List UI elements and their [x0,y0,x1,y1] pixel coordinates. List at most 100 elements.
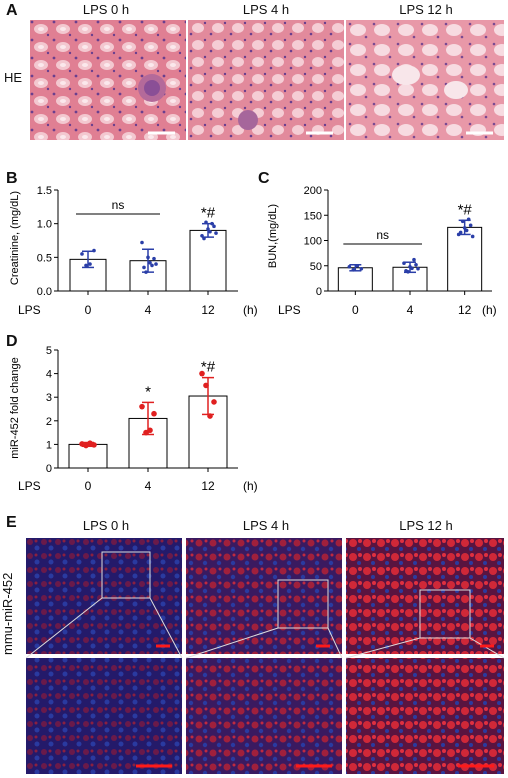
y-tick-label: 5 [46,345,52,357]
x-tick-label: 0 [85,303,92,317]
y-tick-label: 4 [46,369,52,381]
data-point [466,217,471,222]
data-point [408,264,412,269]
data-point [150,263,154,268]
data-point [80,252,84,256]
panel-e-header-0h: LPS 0 h [82,518,130,533]
significance-mark: * [145,383,151,400]
data-point [458,230,463,235]
data-point [402,261,406,266]
fluor-image-12h [346,538,504,654]
y-tick-label: 1.5 [37,185,52,197]
data-point [200,233,204,238]
significance-mark: *# [201,205,216,222]
data-point [204,220,208,225]
data-point [139,403,145,410]
significance-label: ns [112,198,125,212]
data-point [404,269,408,273]
data-point [144,270,148,274]
y-tick-label: 50 [310,261,322,273]
bun-x-unit: (h) [482,303,497,317]
y-tick-label: 0 [316,286,322,298]
bar-0 [68,443,108,469]
y-tick-label: 3 [46,392,52,404]
x-tick-label: 4 [145,303,152,317]
x-tick-label: 4 [407,303,414,317]
data-point [211,399,217,405]
data-point [414,262,418,267]
mir452-x-unit: (h) [243,479,258,493]
data-point [154,262,158,266]
data-point [147,427,153,434]
fluor-zoom-12h [346,658,504,774]
x-tick-label: 12 [458,303,472,317]
panel-e-row-label: mmu-miR-452 [0,572,15,655]
data-point [206,227,210,231]
bun-y-axis-label: BUN,(mg/dL) [267,204,279,268]
significance-label: ns [376,228,389,242]
fluor-image-4h [186,538,342,654]
mir452-x-axis-label: LPS [18,479,41,493]
data-point [140,240,144,245]
data-point [84,263,88,268]
x-tick-label: 4 [145,479,152,493]
data-point [460,219,465,224]
data-point [91,442,97,448]
zoom-inset-box [419,589,471,639]
data-point [88,262,92,266]
panel-a-row-label: HE [4,70,23,85]
fluorescence-grid [26,538,504,774]
x-tick-label: 0 [85,479,92,493]
x-tick-label: 12 [201,303,215,317]
panel-e-header-12h: LPS 12 h [399,518,453,533]
fluor-image-0h [26,538,182,654]
panel-a-header-0h: LPS 0 h [82,2,130,17]
panel-a-header-12h: LPS 12 h [399,2,453,17]
y-tick-label: 100 [304,236,322,248]
panel-label-c: C [258,170,270,187]
bun-x-axis-label: LPS [278,303,301,317]
panel-a-header-4h: LPS 4 h [242,2,290,17]
creatinine-x-axis-label: LPS [18,303,41,317]
data-point [464,228,469,233]
y-tick-label: 200 [304,185,322,197]
data-point [146,255,150,260]
bar-12 [189,229,227,292]
y-tick-label: 0.0 [37,286,52,298]
data-point [412,257,416,262]
data-point [207,413,213,419]
he-image-12h [346,20,504,140]
data-point [152,256,156,261]
creatinine-y-axis-label: Creatinine, (mg/dL) [9,191,21,285]
zoom-inset-box [101,551,151,599]
x-tick-label: 12 [201,479,215,493]
significance-mark: *# [201,359,216,376]
x-tick-label: 0 [352,303,359,317]
y-tick-label: 150 [304,210,322,222]
y-tick-label: 1 [46,439,52,451]
data-point [151,410,157,417]
bar-12 [447,226,483,292]
data-point [203,382,209,389]
creatinine-chart: Creatinine, (mg/dL) 0.0 0.5 1.0 1.5 0 4 12 ns *#… [9,185,258,317]
zoom-inset-box [277,579,329,629]
data-point [210,221,214,226]
panel-e-header-4h: LPS 4 h [242,518,290,533]
fluor-zoom-4h [186,658,342,774]
data-point [214,231,218,235]
panel-label-a: A [6,2,18,19]
he-image-4h [188,20,344,140]
data-point [462,226,467,230]
data-point [208,229,212,234]
mir452-y-axis-label: miR-452 fold change [9,357,21,459]
y-tick-label: 0.5 [37,252,52,264]
data-point [351,267,356,272]
data-point [199,370,205,377]
data-point [355,263,360,268]
significance-mark: *# [458,201,473,218]
data-point [202,236,206,241]
panel-label-d: D [6,333,18,350]
y-tick-label: 0 [46,463,52,475]
data-point [416,266,420,271]
